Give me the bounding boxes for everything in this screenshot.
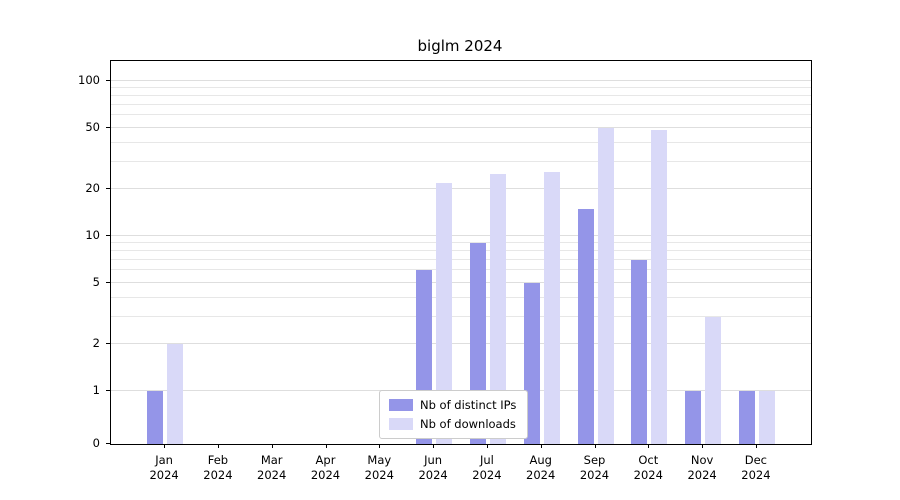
x-tick-label: May 2024: [364, 453, 394, 482]
gridline: [111, 269, 811, 271]
gridline: [111, 95, 811, 97]
y-tick-label: 50: [85, 119, 100, 134]
x-tick-label: Feb 2024: [203, 453, 233, 482]
bar-downloads: [597, 127, 614, 444]
x-tick-mark: [755, 444, 757, 448]
y-tick-mark: [106, 390, 110, 391]
bar-distinct-ips: [147, 391, 164, 444]
gridline: [111, 161, 811, 163]
gridline: [111, 235, 811, 236]
bar-downloads: [167, 344, 184, 444]
bar-downloads: [758, 391, 775, 444]
legend-swatch-downloads: [389, 418, 413, 430]
bar-downloads: [651, 130, 668, 444]
x-tick-label: Oct 2024: [633, 453, 663, 482]
x-tick-mark: [540, 444, 542, 448]
legend-item-downloads: Nb of downloads: [389, 417, 516, 431]
gridline: [111, 296, 811, 298]
y-tick-label: 5: [92, 274, 100, 289]
gridline: [111, 80, 811, 81]
bar-downloads: [543, 171, 560, 444]
x-tick-label: Jan 2024: [149, 453, 179, 482]
y-tick-mark: [106, 188, 110, 190]
y-tick-label: 100: [78, 73, 100, 87]
x-tick-label: Jun 2024: [418, 453, 448, 482]
legend-label-distinct-ips: Nb of distinct IPs: [420, 398, 517, 412]
x-tick-label: Sep 2024: [579, 453, 610, 482]
gridline: [111, 281, 811, 283]
x-tick-mark: [433, 444, 435, 448]
gridline: [111, 250, 811, 252]
x-tick-label: Jul 2024: [472, 453, 502, 482]
x-tick-label: Apr 2024: [310, 453, 341, 482]
x-tick-mark: [702, 444, 704, 448]
x-tick-mark: [325, 444, 327, 448]
bar-downloads: [705, 317, 722, 444]
x-tick-label: Dec 2024: [741, 453, 771, 482]
gridline: [111, 87, 811, 89]
x-tick-label: Nov 2024: [687, 453, 717, 482]
x-tick-mark: [164, 444, 166, 448]
gridline: [111, 141, 811, 143]
x-tick-mark: [271, 444, 273, 448]
gridline: [111, 126, 811, 128]
bar-distinct-ips: [577, 208, 594, 444]
y-tick-label: 20: [85, 181, 100, 196]
legend: Nb of distinct IPs Nb of downloads: [379, 390, 529, 439]
gridline: [111, 242, 811, 244]
gridline: [111, 343, 811, 345]
y-tick-mark: [106, 343, 110, 345]
bar-distinct-ips: [631, 260, 648, 444]
chart-title: biglm 2024: [417, 37, 503, 55]
x-tick-mark: [217, 444, 219, 448]
legend-label-downloads: Nb of downloads: [420, 417, 516, 431]
y-tick-label: 2: [92, 336, 100, 351]
gridline: [111, 104, 811, 106]
legend-swatch-distinct-ips: [389, 399, 413, 411]
y-tick-label: 1: [92, 383, 100, 397]
y-tick-label: 0: [92, 436, 100, 450]
bar-distinct-ips: [685, 391, 702, 444]
gridline: [111, 188, 811, 190]
gridline: [111, 259, 811, 261]
gridline: [111, 316, 811, 318]
y-tick-label: 10: [85, 228, 100, 242]
x-tick-mark: [486, 444, 488, 448]
y-tick-mark: [106, 443, 110, 444]
legend-item-distinct-ips: Nb of distinct IPs: [389, 398, 516, 412]
y-tick-mark: [106, 80, 110, 81]
x-tick-mark: [648, 444, 650, 448]
x-tick-mark: [594, 444, 596, 448]
y-tick-mark: [106, 281, 110, 283]
y-tick-mark: [106, 126, 110, 128]
plot-area: Nb of distinct IPs Nb of downloads: [110, 60, 812, 445]
bar-distinct-ips: [738, 391, 755, 444]
x-tick-label: Aug 2024: [526, 453, 556, 482]
bar-downloads: [436, 182, 453, 444]
x-tick-mark: [379, 444, 381, 448]
x-tick-label: Mar 2024: [257, 453, 287, 482]
bar-downloads: [489, 174, 506, 444]
y-tick-mark: [106, 235, 110, 236]
gridline: [111, 114, 811, 116]
